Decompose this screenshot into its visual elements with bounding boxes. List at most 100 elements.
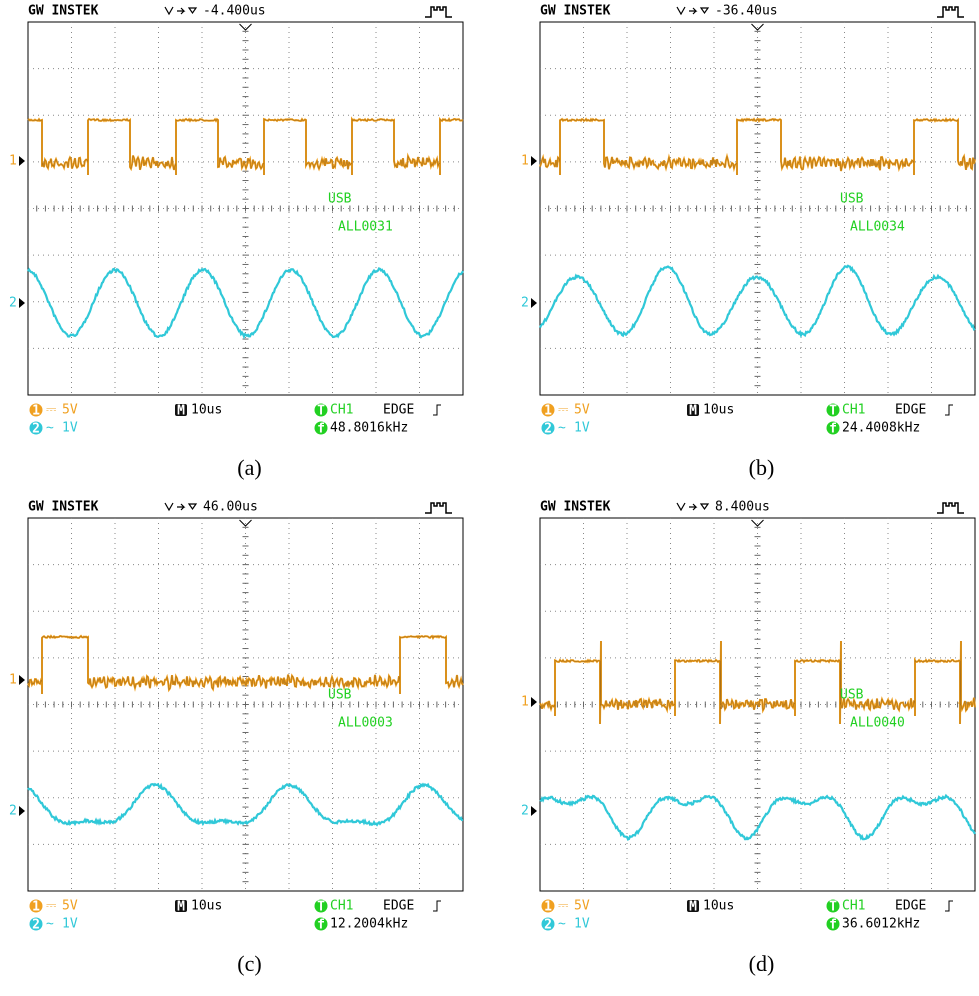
ch2-coupling: ∼ — [46, 917, 54, 932]
ch2-marker: 2 — [9, 296, 17, 311]
file-label: ALL0031 — [338, 220, 393, 235]
brand: GW INSTEK — [540, 4, 611, 19]
ch2-scale: 1V — [574, 421, 590, 436]
ch2-scale: 1V — [574, 917, 590, 932]
ch1-scale: 5V — [574, 403, 590, 418]
trigger-type: EDGE — [895, 899, 926, 914]
icon-label: f — [317, 918, 325, 933]
icon-label: T — [317, 404, 325, 419]
slope-icon — [945, 901, 953, 911]
brand: GW INSTEK — [28, 4, 99, 19]
scope-panel: GW INSTEK46.00us12USBALL00031⎓5V2∼1VM10u… — [9, 500, 463, 977]
trigger-icon — [165, 7, 196, 14]
ch1-arrow — [531, 697, 537, 707]
file-label: ALL0040 — [850, 716, 905, 731]
ch2-arrow — [531, 806, 537, 816]
ch2-coupling: ∼ — [46, 421, 54, 436]
icon-label: 2 — [544, 918, 552, 933]
ch1-coupling: ⎓ — [46, 899, 56, 914]
icon-label: f — [829, 918, 837, 933]
trigger-type: EDGE — [383, 403, 414, 418]
ch2-scale: 1V — [62, 421, 78, 436]
trigger-source: CH1 — [330, 899, 353, 914]
brand: GW INSTEK — [540, 500, 611, 515]
ch2-marker: 2 — [521, 804, 529, 819]
trigger-icon — [677, 503, 708, 510]
ch1-marker: 1 — [9, 673, 17, 688]
icon-label: 2 — [32, 918, 40, 933]
storage-label: USB — [328, 688, 352, 703]
caption: (b) — [749, 455, 775, 480]
ch2-arrow — [19, 806, 25, 816]
caption: (c) — [237, 951, 261, 976]
ch2-arrow — [19, 298, 25, 308]
icon-label: M — [689, 900, 697, 915]
ch1-arrow — [19, 675, 25, 685]
slope-icon — [433, 405, 441, 415]
icon-label: T — [829, 404, 837, 419]
timebase: 10us — [191, 403, 222, 418]
icon-label: 1 — [32, 404, 40, 419]
trigger-source: CH1 — [842, 899, 865, 914]
caption: (a) — [237, 455, 261, 480]
storage-label: USB — [840, 192, 864, 207]
ch1-arrow — [19, 156, 25, 166]
ch2-scale: 1V — [62, 917, 78, 932]
ch1-coupling: ⎓ — [558, 403, 568, 418]
ch1-scale: 5V — [62, 403, 78, 418]
icon-label: 1 — [544, 404, 552, 419]
trigger-slope — [425, 503, 452, 513]
horizontal-offset: -36.40us — [715, 4, 778, 19]
icon-label: f — [317, 422, 325, 437]
ch2-coupling: ∼ — [558, 917, 566, 932]
icon-label: M — [689, 404, 697, 419]
icon-label: 2 — [544, 422, 552, 437]
slope-icon — [945, 405, 953, 415]
trigger-slope — [937, 7, 964, 17]
icon-label: T — [317, 900, 325, 915]
ch1-coupling: ⎓ — [46, 403, 56, 418]
trigger-icon — [165, 503, 196, 510]
horizontal-offset: 46.00us — [203, 500, 258, 515]
trigger-type: EDGE — [383, 899, 414, 914]
ch1-marker: 1 — [521, 695, 529, 710]
storage-label: USB — [328, 192, 352, 207]
ch2-marker: 2 — [9, 804, 17, 819]
figure: GW INSTEK -4.400us 1 2 USB ALL0031 1 ⎓ 5V 2 ∼ 1V M 10… — [0, 0, 979, 996]
icon-label: T — [829, 900, 837, 915]
icon-label: M — [177, 900, 185, 915]
horizontal-offset: -4.400us — [203, 4, 266, 19]
frequency: 48.8016kHz — [330, 421, 408, 436]
scope-panel: GW INSTEK -4.400us 1 2 USB ALL0031 1 ⎓ 5V 2 ∼ 1V M 10… — [9, 4, 463, 481]
frequency: 24.4008kHz — [842, 421, 920, 436]
icon-label: M — [177, 404, 185, 419]
frequency: 36.6012kHz — [842, 917, 920, 932]
file-label: ALL0034 — [850, 220, 905, 235]
trigger-slope — [937, 503, 964, 513]
frequency: 12.2004kHz — [330, 917, 408, 932]
ch1-marker: 1 — [521, 154, 529, 169]
icon-label: 1 — [32, 900, 40, 915]
icon-label: 2 — [32, 422, 40, 437]
ch2-coupling: ∼ — [558, 421, 566, 436]
timebase: 10us — [703, 403, 734, 418]
ch1-scale: 5V — [574, 899, 590, 914]
brand: GW INSTEK — [28, 500, 99, 515]
horizontal-offset: 8.400us — [715, 500, 770, 515]
trigger-slope — [425, 7, 452, 17]
trigger-source: CH1 — [330, 403, 353, 418]
ch1-coupling: ⎓ — [558, 899, 568, 914]
ch1-marker: 1 — [9, 154, 17, 169]
file-label: ALL0003 — [338, 716, 393, 731]
timebase: 10us — [703, 899, 734, 914]
trigger-source: CH1 — [842, 403, 865, 418]
trigger-type: EDGE — [895, 403, 926, 418]
icon-label: f — [829, 422, 837, 437]
storage-label: USB — [840, 688, 864, 703]
scope-panel: GW INSTEK 8.400us 1 2 USB ALL0040 1 ⎓ 5V 2 ∼ 1V M 10u… — [521, 500, 975, 977]
timebase: 10us — [191, 899, 222, 914]
slope-icon — [433, 901, 441, 911]
caption: (d) — [749, 951, 775, 976]
icon-label: 1 — [544, 900, 552, 915]
